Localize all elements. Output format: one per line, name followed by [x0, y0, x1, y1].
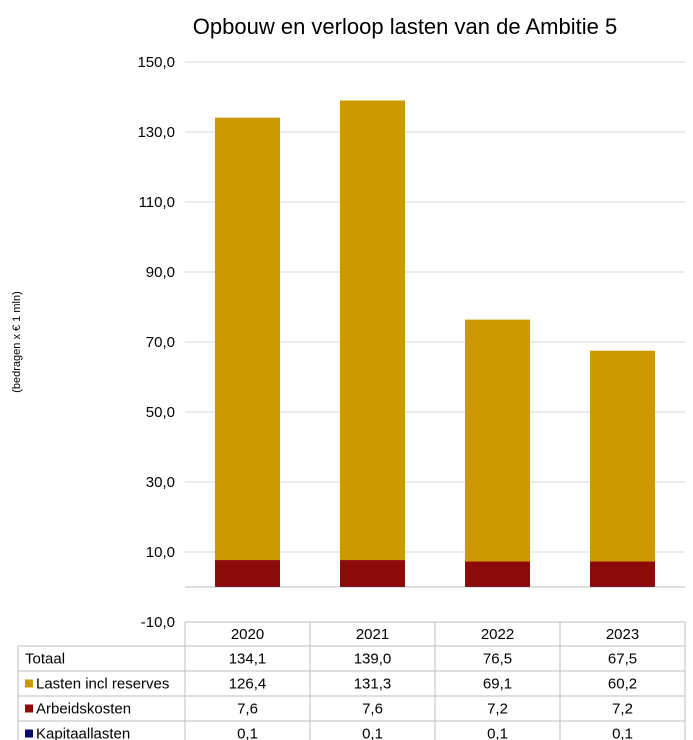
table-cell: 0,1	[487, 726, 508, 740]
y-tick-label: 30,0	[146, 474, 175, 491]
bar-lasten-incl-reserves-2021	[340, 100, 405, 561]
table-row-label-totaal: Totaal	[25, 651, 65, 668]
table-row-label-lasten-incl-reserves: Lasten incl reserves	[36, 676, 169, 693]
table-header-2021: 2021	[356, 626, 389, 643]
bar-arbeidskosten-2023	[590, 561, 655, 587]
bar-arbeidskosten-2022	[465, 561, 530, 587]
legend-swatch-kapitaallasten	[25, 729, 33, 738]
legend-swatch-arbeidskosten	[25, 704, 33, 713]
table-row-label-arbeidskosten: Arbeidskosten	[36, 701, 131, 718]
table-row-label-kapitaallasten: Kapitaallasten	[36, 726, 130, 740]
table-cell: 7,2	[487, 701, 508, 718]
table-cell: 60,2	[608, 676, 637, 693]
y-tick-label: 150,0	[137, 54, 175, 71]
table-cell: 7,2	[612, 701, 633, 718]
table-cell: 0,1	[237, 726, 258, 740]
y-axis-label: (bedragen x € 1 mln)	[11, 291, 23, 393]
y-tick-label: -10,0	[141, 614, 175, 631]
table-cell: 7,6	[237, 701, 258, 718]
table-cell: 67,5	[608, 651, 637, 668]
y-tick-label: 50,0	[146, 404, 175, 421]
table-cell: 0,1	[612, 726, 633, 740]
table-cell: 7,6	[362, 701, 383, 718]
y-tick-label: 110,0	[139, 194, 175, 211]
bar-lasten-incl-reserves-2023	[590, 350, 655, 562]
bar-arbeidskosten-2020	[215, 560, 280, 587]
table-cell: 0,1	[362, 726, 383, 740]
table-cell: 131,3	[354, 676, 392, 693]
table-cell: 69,1	[483, 676, 512, 693]
table-cell: 134,1	[229, 651, 267, 668]
table-header-2023: 2023	[606, 626, 639, 643]
table-header-2020: 2020	[231, 626, 264, 643]
table-cell: 76,5	[483, 651, 512, 668]
legend-swatch-lasten-incl-reserves	[25, 679, 33, 688]
table-cell: 139,0	[354, 651, 392, 668]
bar-lasten-incl-reserves-2022	[465, 319, 530, 562]
table-header-2022: 2022	[481, 626, 514, 643]
table-cell: 126,4	[229, 676, 267, 693]
y-tick-label: 70,0	[146, 334, 175, 351]
bar-lasten-incl-reserves-2020	[215, 117, 280, 561]
chart-title: Opbouw en verloop lasten van de Ambitie …	[193, 14, 617, 39]
bar-arbeidskosten-2021	[340, 560, 405, 587]
y-tick-label: 130,0	[137, 124, 175, 141]
y-tick-label: 90,0	[146, 264, 175, 281]
y-tick-label: 10,0	[146, 544, 175, 561]
